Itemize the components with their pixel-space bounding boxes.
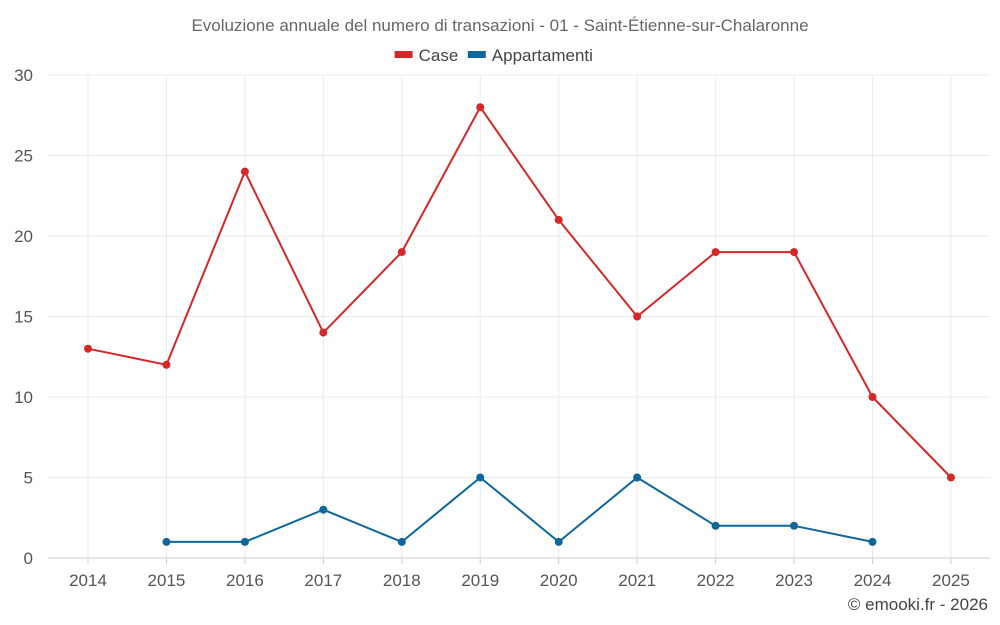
series-layer (84, 103, 955, 546)
data-point[interactable] (868, 537, 877, 546)
legend-label: Appartamenti (492, 46, 593, 65)
y-tick-label: 25 (14, 147, 33, 166)
y-tick-label: 5 (24, 469, 33, 488)
x-tick-label: 2022 (697, 571, 735, 590)
data-point[interactable] (162, 360, 171, 369)
credit-text: © emooki.fr - 2026 (848, 595, 988, 614)
data-point[interactable] (790, 521, 799, 530)
x-tick-label: 2020 (540, 571, 578, 590)
x-tick-label: 2021 (618, 571, 656, 590)
x-tick-label: 2023 (775, 571, 813, 590)
data-point[interactable] (240, 537, 249, 546)
y-tick-label: 20 (14, 227, 33, 246)
x-tick-label: 2016 (226, 571, 264, 590)
y-tick-label: 30 (14, 66, 33, 85)
series-line (87, 106, 952, 479)
x-tick-label: 2025 (932, 571, 970, 590)
data-point[interactable] (319, 505, 328, 514)
legend-item[interactable]: Appartamenti (467, 46, 593, 65)
series-case (84, 103, 955, 482)
data-point[interactable] (711, 521, 720, 530)
data-point[interactable] (554, 215, 563, 224)
data-point[interactable] (84, 344, 92, 353)
legend: Case Appartamenti (394, 46, 593, 65)
y-tick-label: 10 (14, 388, 33, 407)
x-tick-label: 2014 (69, 571, 107, 590)
legend-swatch (467, 51, 486, 58)
x-tick-label: 2018 (383, 571, 421, 590)
series-appartamenti (162, 473, 877, 546)
legend-label: Case (419, 46, 459, 65)
data-point[interactable] (711, 248, 720, 257)
data-point[interactable] (633, 473, 642, 482)
chart-title: Evoluzione annuale del numero di transaz… (191, 16, 808, 35)
legend-swatch (394, 51, 413, 58)
x-tick-label: 2015 (148, 571, 186, 590)
data-point[interactable] (476, 473, 485, 482)
data-point[interactable] (476, 103, 485, 112)
x-tick-label: 2019 (461, 571, 499, 590)
data-point[interactable] (554, 537, 563, 546)
data-point[interactable] (397, 537, 406, 546)
data-point[interactable] (319, 328, 328, 337)
data-point[interactable] (633, 312, 642, 321)
data-point[interactable] (868, 393, 877, 401)
data-point[interactable] (946, 473, 955, 482)
x-tick-label: 2024 (854, 571, 892, 590)
data-point[interactable] (397, 248, 406, 257)
legend-item[interactable]: Case (394, 46, 459, 65)
data-point[interactable] (240, 167, 249, 176)
data-point[interactable] (790, 248, 799, 257)
y-tick-label: 15 (14, 308, 33, 327)
grid (48, 74, 990, 559)
x-tick-label: 2017 (304, 571, 342, 590)
data-point[interactable] (162, 537, 171, 546)
series-line (166, 476, 873, 543)
y-tick-label: 0 (24, 549, 33, 568)
